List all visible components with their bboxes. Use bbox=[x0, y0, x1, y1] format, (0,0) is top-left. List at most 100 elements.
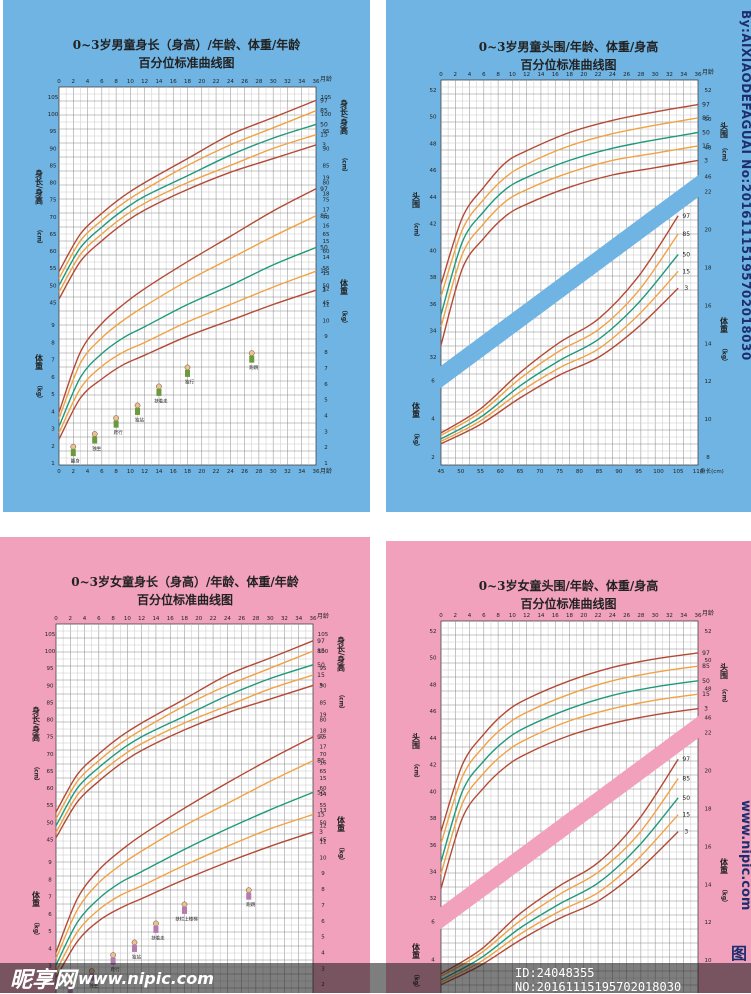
girl-head-wfh-label-p97: 97 bbox=[682, 756, 690, 763]
length-tick-label: 90 bbox=[47, 683, 54, 689]
boy-length-length-label-p97: 97 bbox=[320, 97, 328, 104]
month-tick-label: 22 bbox=[595, 613, 602, 619]
month-tick-label: 8 bbox=[496, 613, 500, 619]
month-tick-label: 4 bbox=[468, 613, 472, 619]
length-right-tick-label: 70 bbox=[323, 215, 330, 221]
month-tick-label: 12 bbox=[141, 469, 148, 475]
boy-length-weight-line-p85 bbox=[58, 215, 317, 419]
milestone-figure-body bbox=[92, 436, 98, 444]
milestone-figure-head bbox=[153, 920, 159, 927]
head-tick-label: 52 bbox=[430, 88, 437, 94]
weight-axis-label-right: 体重 bbox=[339, 278, 349, 296]
month-tick-label: 20 bbox=[198, 469, 205, 475]
girl-length-length-line-p3 bbox=[55, 684, 314, 839]
head-tick-label: 42 bbox=[430, 222, 437, 228]
length-right-tick-label: 95 bbox=[323, 129, 330, 135]
milestone-label: 爬行 bbox=[114, 429, 123, 436]
wfh-right-tick-label: 20 bbox=[705, 769, 712, 775]
milestone-figure-body bbox=[70, 449, 76, 457]
boy-head-wfh-label-p85: 85 bbox=[682, 231, 690, 238]
weight-right-tick-label: 15 bbox=[323, 239, 330, 245]
head-right-tick-label: 48 bbox=[705, 146, 712, 152]
boy-length-length-line-p3 bbox=[58, 144, 317, 300]
milestone-figure-head bbox=[245, 887, 252, 894]
weight-right-tick-label: 16 bbox=[320, 760, 327, 766]
length-tick-label: 70 bbox=[536, 469, 543, 475]
wfh-right-tick-label: 12 bbox=[705, 379, 712, 385]
month-tick-label: 16 bbox=[167, 616, 174, 622]
title-line-1: 0~3岁男童头围/年龄、体重/身高 bbox=[478, 40, 659, 54]
weight-right-tick-label: 14 bbox=[323, 255, 330, 261]
boy-head-wfh-label-p15: 15 bbox=[682, 268, 690, 275]
girl-head-wfh-label-p50: 50 bbox=[682, 795, 690, 802]
weight-right-tick-label: 3 bbox=[324, 429, 328, 435]
weight-right-tick-label: 11 bbox=[320, 840, 327, 846]
length-right-tick-label: 105 bbox=[318, 632, 329, 638]
month-tick-label: 28 bbox=[637, 72, 644, 78]
region-divider-band bbox=[437, 172, 702, 391]
length-tick-label: 105 bbox=[673, 469, 684, 475]
girl-length-weight-label-p85: 85 bbox=[317, 758, 325, 765]
length-tick-label: 55 bbox=[47, 803, 54, 809]
milestone-figure-head bbox=[156, 383, 162, 390]
month-tick-label: 26 bbox=[238, 616, 245, 622]
weight-right-tick-label: 2 bbox=[324, 445, 328, 451]
length-tick-label: 70 bbox=[47, 752, 54, 758]
wfh-right-tick-label: 16 bbox=[705, 844, 712, 850]
milestone-figure-body bbox=[246, 892, 252, 900]
weight-tick-label: 3 bbox=[51, 427, 55, 433]
girl-length-length-line-p50 bbox=[55, 664, 314, 827]
length-tick-label: 95 bbox=[47, 666, 54, 672]
milestone-figure-head bbox=[70, 443, 77, 450]
length-tick-label: 100 bbox=[48, 112, 59, 118]
head-unit-label-right: （cm） bbox=[721, 685, 729, 707]
girl-length-length-label-p85: 85 bbox=[317, 648, 325, 655]
region-divider-band bbox=[437, 713, 702, 932]
length-axis-label: 身长/身高 bbox=[34, 169, 44, 206]
watermark-bar bbox=[0, 963, 751, 993]
length-right-tick-label: 55 bbox=[320, 803, 327, 809]
head-unit-label: （cm） bbox=[413, 760, 421, 782]
length-tick-label: 60 bbox=[47, 786, 54, 792]
boy-length-weight-line-p50 bbox=[58, 246, 317, 427]
milestone-label: 独行 bbox=[185, 378, 194, 385]
head-right-tick-label: 52 bbox=[705, 88, 712, 94]
weight-right-tick-label: 10 bbox=[320, 855, 327, 861]
girl-length-weight-label-p15: 15 bbox=[317, 812, 325, 819]
weight-unit-label: （kg） bbox=[36, 382, 44, 402]
month-axis-label: 月龄 bbox=[317, 612, 329, 620]
title-girl-length: 0~3岁女童身长（身高）/年龄、体重/年龄 百分位标准曲线图 bbox=[0, 573, 370, 609]
boy-length-length-line-p50 bbox=[58, 123, 317, 286]
length-tick-label: 105 bbox=[48, 95, 59, 101]
length-axis-label-right: 身长/身高 bbox=[339, 99, 349, 136]
month-tick-label: 34 bbox=[298, 469, 305, 475]
month-tick-label: 2 bbox=[72, 79, 76, 85]
length-right-tick-label: 45 bbox=[323, 300, 330, 306]
length-axis-label: 身长/身高 bbox=[31, 706, 41, 743]
boy-length-weight-label-p50: 50 bbox=[320, 244, 328, 251]
weight-right-tick-label: 12 bbox=[320, 824, 327, 830]
length-right-tick-label: 85 bbox=[323, 163, 330, 169]
milestone-figure-head bbox=[131, 939, 138, 946]
length-right-tick-label: 90 bbox=[320, 683, 327, 689]
boy-length-length-line-p85 bbox=[58, 110, 317, 279]
wfh-right-tick-label: 18 bbox=[705, 265, 712, 271]
month-tick-label: 2 bbox=[69, 616, 73, 622]
month-tick-label: 10 bbox=[127, 469, 134, 475]
milestone-figure-head bbox=[134, 402, 141, 409]
weight-unit-label-right: （kg） bbox=[338, 844, 346, 864]
head-right-tick-label: 46 bbox=[705, 174, 712, 180]
month-tick-label: 18 bbox=[184, 469, 191, 475]
head-tick-label: 48 bbox=[430, 141, 437, 147]
milestone-figure-body bbox=[135, 407, 141, 415]
wfh-tick-label: 2 bbox=[431, 455, 435, 461]
boy-head-wfh-line-p85 bbox=[440, 233, 679, 436]
month-tick-label: 32 bbox=[666, 613, 673, 619]
weight-unit-label-right: （kg） bbox=[721, 345, 729, 365]
girl-head-head-line-p15 bbox=[440, 693, 699, 875]
length-right-tick-label: 105 bbox=[321, 95, 332, 101]
weight-right-tick-label: 17 bbox=[320, 744, 327, 750]
month-tick-label: 12 bbox=[138, 616, 145, 622]
head-tick-label: 42 bbox=[430, 763, 437, 769]
wfh-right-tick-label: 18 bbox=[705, 806, 712, 812]
